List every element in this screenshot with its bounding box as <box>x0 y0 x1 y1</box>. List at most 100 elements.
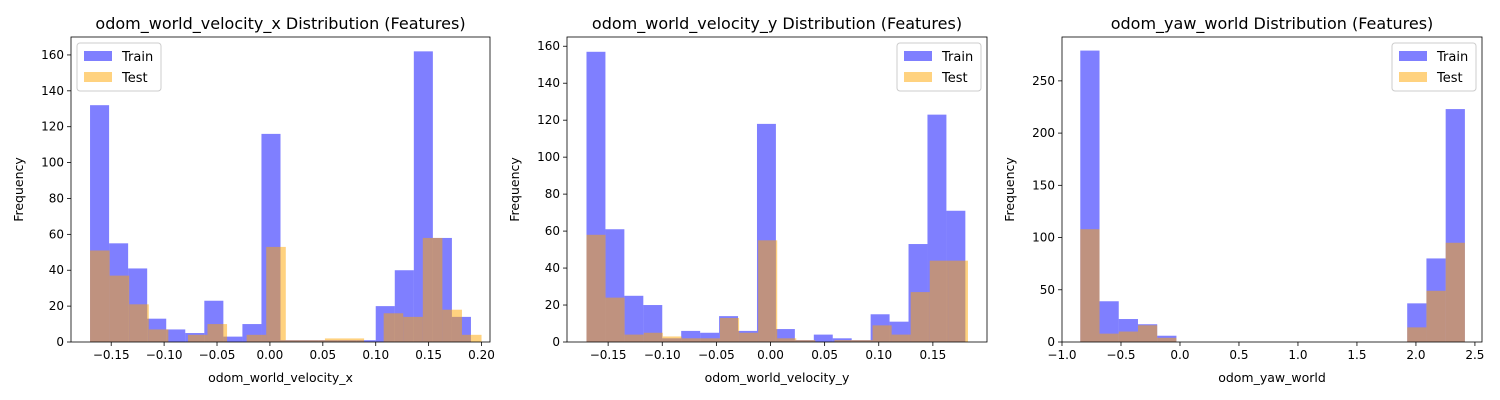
test-bar <box>266 246 286 342</box>
test-bar <box>1445 242 1465 342</box>
train-legend-swatch <box>84 51 112 61</box>
axes-frame <box>566 36 988 343</box>
x-tick-label: 0.5 <box>1229 348 1248 362</box>
y-axis-label: Frequency <box>1002 157 1017 222</box>
x-tick-label: 2.5 <box>1465 348 1484 362</box>
x-tick-label: 0.10 <box>865 348 892 362</box>
test-bar <box>910 292 930 342</box>
y-tick-label: 140 <box>537 76 560 90</box>
chart-title: odom_yaw_world Distribution (Features) <box>1111 14 1434 34</box>
legend: Train Test <box>896 42 982 92</box>
x-tick-label: −1.0 <box>1047 348 1076 362</box>
x-tick-label: 0.00 <box>257 348 284 362</box>
test-bar <box>187 334 208 342</box>
x-tick-label: −0.05 <box>698 348 735 362</box>
x-tick-label: −0.15 <box>93 348 130 362</box>
test-bar <box>758 240 778 342</box>
x-tick-label: 0.15 <box>920 348 947 362</box>
y-tick-label: 100 <box>41 156 64 170</box>
test-legend-label: Test <box>941 71 968 86</box>
test-bar <box>403 316 423 342</box>
test-bar <box>344 338 365 342</box>
axes-frame <box>70 36 491 343</box>
y-axis-label: Frequency <box>507 157 522 222</box>
test-bar <box>442 309 462 342</box>
test-legend-label: Test <box>121 71 148 86</box>
y-tick-label: 20 <box>545 298 560 312</box>
test-bar <box>662 336 682 342</box>
test-bar <box>853 340 873 342</box>
y-tick-label: 60 <box>545 224 560 238</box>
test-bar <box>129 304 149 342</box>
test-legend-swatch <box>84 72 112 82</box>
x-tick-label: 1.0 <box>1288 348 1307 362</box>
test-bar <box>207 324 228 342</box>
train-bar <box>1099 301 1119 342</box>
y-tick-label: 120 <box>41 120 64 134</box>
test-bar <box>719 317 740 342</box>
test-bar <box>1080 229 1100 342</box>
test-bar <box>1099 333 1119 342</box>
train-legend-label: Train <box>941 50 973 65</box>
test-bar <box>700 338 720 342</box>
chart-title: odom_world_velocity_y Distribution (Feat… <box>592 14 962 34</box>
x-tick-label: 2.0 <box>1406 348 1425 362</box>
y-tick-label: 40 <box>545 261 560 275</box>
y-tick-label: 60 <box>49 227 64 241</box>
test-bar <box>285 340 306 342</box>
train-legend-label: Train <box>1436 50 1468 65</box>
test-legend-swatch <box>1399 72 1427 82</box>
y-axis-label: Frequency <box>11 157 26 222</box>
x-tick-label: 0.10 <box>362 348 389 362</box>
x-tick-label: 0.05 <box>811 348 838 362</box>
x-tick-label: 0.15 <box>415 348 442 362</box>
y-tick-label: 50 <box>1040 283 1055 297</box>
x-axis-label: odom_world_velocity_y <box>705 370 850 385</box>
y-tick-label: 40 <box>49 263 64 277</box>
test-bar <box>643 332 663 342</box>
test-bar <box>586 234 606 342</box>
x-axis-label: odom_yaw_world <box>1218 370 1326 385</box>
x-tick-label: 0.20 <box>468 348 495 362</box>
y-tick-label: 0 <box>56 335 64 349</box>
test-bar <box>109 275 130 342</box>
test-bar <box>461 334 482 342</box>
test-bar <box>422 237 443 342</box>
y-tick-label: 200 <box>1032 126 1055 140</box>
test-bar <box>90 250 110 342</box>
test-bar <box>1137 325 1158 342</box>
x-tick-label: 0.00 <box>757 348 784 362</box>
y-tick-label: 250 <box>1032 74 1055 88</box>
y-tick-label: 100 <box>537 150 560 164</box>
chart-panel-2: −0.15 −0.10 −0.05 0.00 0.05 0.10 0.15 0 20 40 60 80… <box>507 14 988 385</box>
x-tick-label: −0.10 <box>146 348 183 362</box>
test-bar <box>1157 337 1177 342</box>
test-bar <box>929 260 949 342</box>
train-bar <box>166 329 186 342</box>
train-bar <box>681 330 701 342</box>
test-bar <box>305 340 325 342</box>
test-bar <box>1407 327 1427 342</box>
test-bar <box>624 334 644 342</box>
test-bar <box>383 313 404 342</box>
x-tick-label: 0.0 <box>1170 348 1189 362</box>
x-tick-label: −0.10 <box>644 348 681 362</box>
test-bar <box>148 329 169 342</box>
x-axis-label: odom_world_velocity_x <box>208 370 353 385</box>
train-legend-label: Train <box>121 50 153 65</box>
x-tick-label: −0.15 <box>590 348 627 362</box>
test-bar <box>246 334 267 342</box>
y-tick-label: 80 <box>49 191 64 205</box>
y-tick-label: 20 <box>49 299 64 313</box>
train-bar <box>700 332 720 342</box>
train-legend-swatch <box>904 51 932 61</box>
y-tick-label: 0 <box>552 335 560 349</box>
chart-panel-1: −0.15 −0.10 −0.05 0.00 0.05 0.10 0.15 0.20 0 20 40… <box>11 14 495 385</box>
test-legend-swatch <box>904 72 932 82</box>
chart-panel-3: −1.0 −0.5 0.0 0.5 1.0 1.5 2.0 2.5 0 50 100 150 200 25… <box>1002 14 1484 385</box>
axes-frame <box>1061 36 1483 343</box>
x-tick-label: −0.5 <box>1106 348 1135 362</box>
test-legend-label: Test <box>1436 71 1463 86</box>
test-bar <box>739 332 759 342</box>
